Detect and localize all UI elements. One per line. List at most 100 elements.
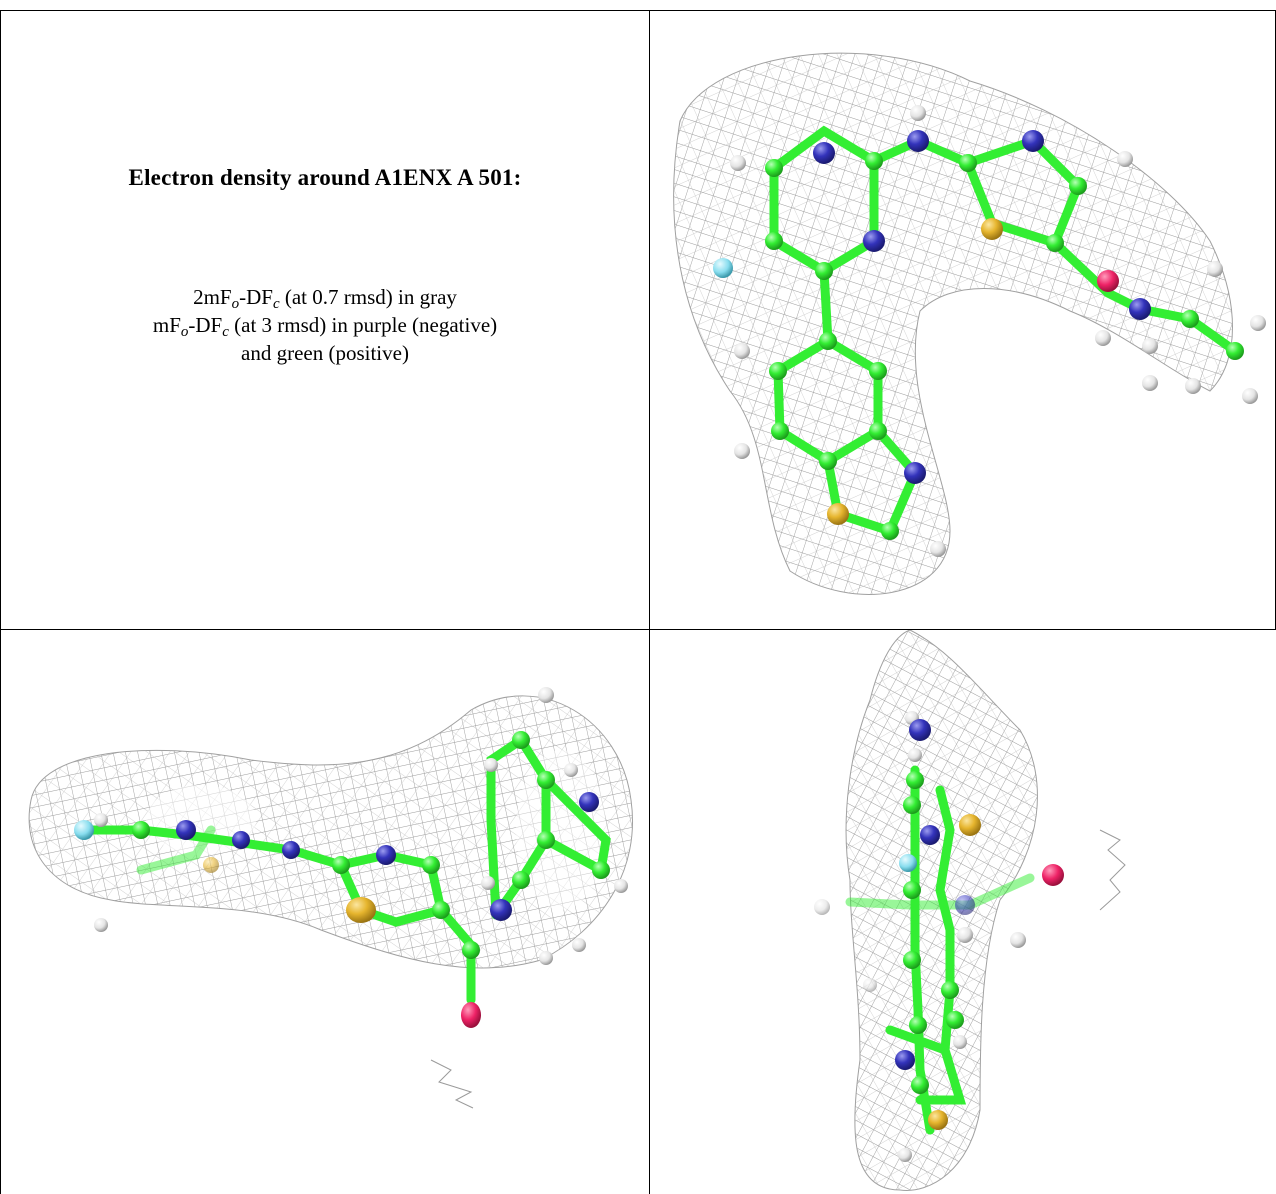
carbon-atom xyxy=(422,856,440,874)
density-legend: 2mFo-DFc (at 0.7 rmsd) in gray mFo-DFc (… xyxy=(1,283,649,367)
carbon-atom xyxy=(1226,342,1244,360)
carbon-atom xyxy=(903,881,921,899)
nitrogen-atom xyxy=(920,825,940,845)
carbon-atom xyxy=(869,422,887,440)
hydrogen-atom xyxy=(94,918,108,932)
carbon-atom xyxy=(903,951,921,969)
nitrogen-atom xyxy=(813,142,835,164)
nitrogen-atom xyxy=(904,462,926,484)
nitrogen-atom xyxy=(1022,130,1044,152)
nitrogen-atom xyxy=(895,1050,915,1070)
carbon-atom xyxy=(911,1076,929,1094)
caption-cell: Electron density around A1ENX A 501: 2mF… xyxy=(1,11,649,629)
hydrogen-atom xyxy=(863,978,877,992)
hydrogen-atom xyxy=(1142,375,1158,391)
carbon-atom xyxy=(1069,177,1087,195)
sulfur-atom xyxy=(959,814,981,836)
hydrogen-atom xyxy=(734,443,750,459)
carbon-atom xyxy=(946,1011,964,1029)
hydrogen-atom xyxy=(484,758,498,772)
carbon-atom xyxy=(903,796,921,814)
carbon-atom xyxy=(132,821,150,839)
carbon-atom xyxy=(819,332,837,350)
hydrogen-atom xyxy=(898,1148,912,1162)
carbon-atom xyxy=(462,941,480,959)
molecule-render-1 xyxy=(673,52,1266,595)
carbon-atom xyxy=(765,232,783,250)
hydrogen-atom xyxy=(1117,151,1133,167)
hydrogen-atom xyxy=(1250,315,1266,331)
legend-line-2mfo: 2mFo-DFc (at 0.7 rmsd) in gray xyxy=(193,285,457,312)
oxygen-atom xyxy=(1097,270,1119,292)
carbon-atom xyxy=(1046,234,1064,252)
carbon-atom xyxy=(432,901,450,919)
carbon-atom xyxy=(815,262,833,280)
carbon-atom xyxy=(819,452,837,470)
hydrogen-atom xyxy=(614,879,628,893)
atoms xyxy=(713,105,1266,557)
nitrogen-atom xyxy=(955,895,975,915)
sulfur-atom xyxy=(981,218,1003,240)
molecule-render-2 xyxy=(28,687,633,1109)
atoms xyxy=(814,711,1064,1162)
table-border-left xyxy=(0,10,1,1194)
carbon-atom xyxy=(592,861,610,879)
hydrogen-atom xyxy=(94,813,108,827)
oxygen-atom xyxy=(1042,864,1064,886)
table-border-middle xyxy=(0,629,1276,630)
carbon-atom xyxy=(941,981,959,999)
hydrogen-atom xyxy=(481,876,495,890)
density-view-bottom-left xyxy=(1,630,649,1194)
density-view-top-right xyxy=(650,11,1276,629)
hydrogen-atom xyxy=(730,155,746,171)
hydrogen-atom xyxy=(1185,378,1201,394)
legend-line-mfo: mFo-DFc (at 3 rmsd) in purple (negative) xyxy=(152,313,498,340)
hydrogen-atom xyxy=(572,938,586,952)
hydrogen-atom xyxy=(908,748,922,762)
legend-line-3: and green (positive) xyxy=(241,341,409,365)
nitrogen-atom xyxy=(490,899,512,921)
hydrogen-atom xyxy=(564,763,578,777)
carbon-atom xyxy=(865,152,883,170)
carbon-atom xyxy=(771,422,789,440)
hydrogen-atom xyxy=(1095,330,1111,346)
sulfur-atom xyxy=(346,897,376,923)
hydrogen-atom xyxy=(1142,338,1158,354)
molecule-render-3 xyxy=(814,630,1126,1191)
sulfur-atom xyxy=(203,857,219,873)
fluorine-atom xyxy=(899,854,917,872)
nitrogen-atom xyxy=(376,845,396,865)
atoms xyxy=(74,687,628,1028)
hydrogen-atom xyxy=(1010,932,1026,948)
table-border-top xyxy=(0,10,1276,11)
hydrogen-atom xyxy=(1207,261,1223,277)
figure-title: Electron density around A1ENX A 501: xyxy=(128,165,522,190)
nitrogen-atom xyxy=(579,792,599,812)
carbon-atom xyxy=(881,522,899,540)
carbon-atom xyxy=(332,856,350,874)
nitrogen-atom xyxy=(232,831,250,849)
nitrogen-atom xyxy=(282,841,300,859)
table-border-center xyxy=(649,10,650,1194)
hydrogen-atom xyxy=(539,951,553,965)
carbon-atom xyxy=(765,159,783,177)
sulfur-atom xyxy=(827,503,849,525)
nitrogen-atom xyxy=(1129,298,1151,320)
nitrogen-atom xyxy=(909,719,931,741)
carbon-atom xyxy=(906,771,924,789)
fluorine-atom xyxy=(713,258,733,278)
hydrogen-atom xyxy=(734,343,750,359)
nitrogen-atom xyxy=(907,130,929,152)
nitrogen-atom xyxy=(863,230,885,252)
carbon-atom xyxy=(959,154,977,172)
oxygen-atom xyxy=(461,1002,481,1028)
carbon-atom xyxy=(537,831,555,849)
carbon-atom xyxy=(537,771,555,789)
carbon-atom xyxy=(512,871,530,889)
hydrogen-atom xyxy=(953,1035,967,1049)
carbon-atom xyxy=(512,731,530,749)
hydrogen-atom xyxy=(1242,388,1258,404)
carbon-atom xyxy=(769,362,787,380)
sulfur-atom xyxy=(928,1110,948,1130)
